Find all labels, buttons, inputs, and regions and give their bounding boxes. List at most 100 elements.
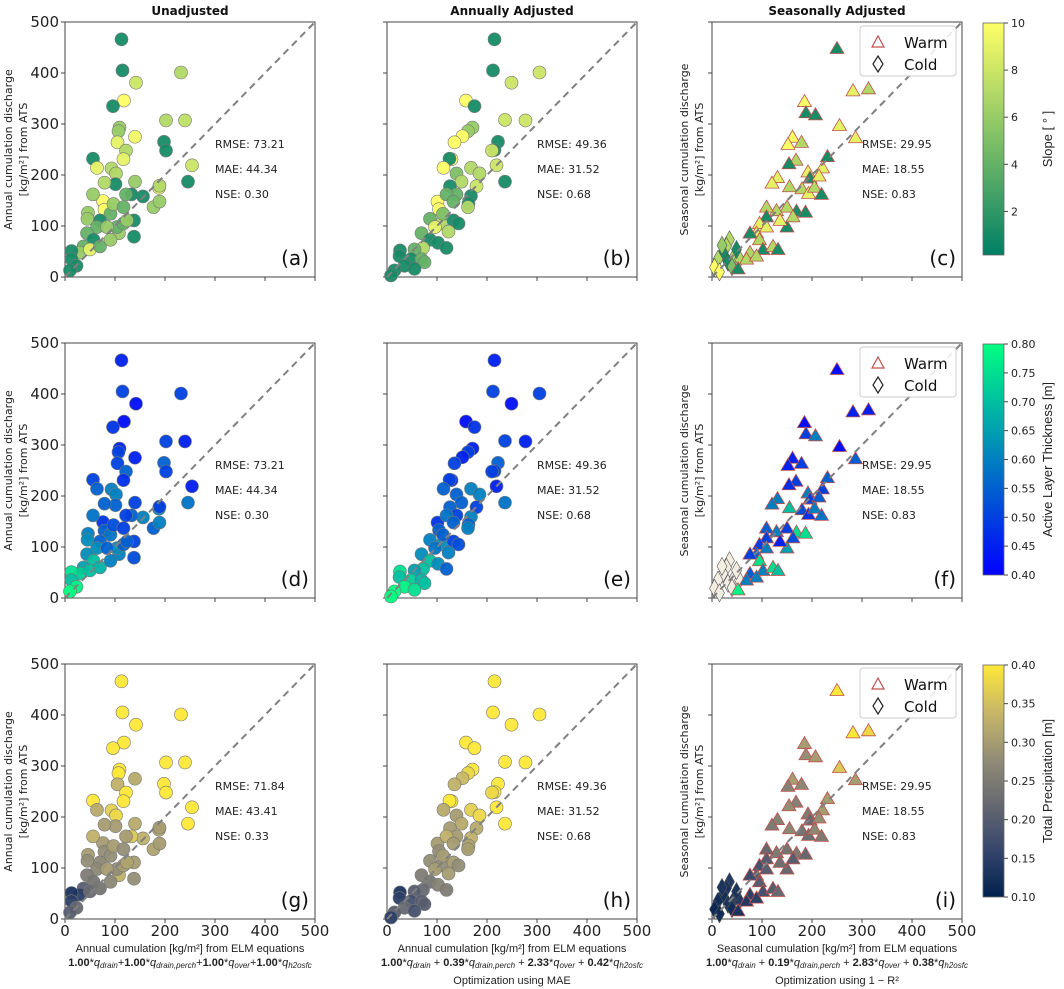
formula-variable: q — [938, 957, 945, 969]
data-point — [446, 836, 461, 851]
y-tick-label: 0 — [49, 910, 59, 928]
warm-data-point — [806, 821, 823, 835]
colorbar-tick-label: 0.30 — [1011, 736, 1036, 749]
colorbar-tick-label: 0.25 — [1011, 775, 1036, 788]
data-point — [159, 755, 173, 770]
data-point — [129, 75, 143, 90]
warm-data-point — [806, 179, 823, 193]
formula-plus: + — [756, 957, 769, 969]
data-point — [152, 194, 167, 209]
warm-data-point — [831, 438, 848, 452]
x-tick-label: 200 — [151, 922, 180, 940]
warm-data-point — [781, 155, 797, 170]
formula-plus: + — [196, 957, 202, 969]
x-tick-label: 200 — [798, 922, 827, 940]
data-point — [532, 386, 547, 401]
data-point — [487, 353, 502, 368]
colorbar-1: 2 4 6 8 10 Slope [ ° ] — [982, 17, 1055, 256]
data-point — [461, 200, 475, 214]
nse-label: NSE: 0.83 — [862, 830, 916, 843]
data-point — [119, 187, 133, 202]
legend-cold-label: Cold — [904, 698, 937, 716]
weight-formula: 1.00*qdrain+1.00*qdrain,perch+1.00*qover… — [68, 957, 312, 970]
formula-variable: q — [794, 957, 801, 969]
warm-data-point — [748, 890, 765, 904]
warm-data-point — [781, 820, 798, 835]
data-point — [117, 93, 131, 108]
x-tick-label: 0 — [60, 922, 70, 940]
colorbar-tick-label: 0.45 — [1011, 540, 1036, 553]
panel-f: RMSE: 29.95 MAE: 18.55 NSE: 0.83 (f) Warm Col… — [678, 342, 963, 603]
rmse-label: RMSE: 49.36 — [537, 459, 607, 472]
data-point — [159, 434, 173, 449]
cold-data-point — [731, 239, 742, 260]
warm-data-point — [780, 778, 796, 792]
formula-times: * — [278, 957, 283, 969]
data-point — [116, 842, 131, 856]
panel-g: 00 100 100 200 200 300 300 400 400 500 500 RMSE: 71… — [2, 655, 329, 940]
formula-times: * — [727, 957, 732, 969]
data-point — [128, 771, 142, 786]
mae-label: MAE: 31.52 — [537, 805, 600, 818]
data-point — [110, 777, 125, 792]
warm-data-point — [730, 261, 746, 275]
y-axis-label: Annual cumulation discharge — [2, 711, 15, 872]
data-point — [178, 113, 192, 128]
y-tick-label: 0 — [49, 268, 59, 286]
x-axis-label: Annual cumulation [kg/m²] from ELM equat… — [398, 943, 627, 955]
nse-label: NSE: 0.68 — [537, 188, 591, 201]
warm-triangle-icon — [870, 355, 886, 369]
data-point — [498, 816, 512, 831]
warm-data-point — [831, 759, 848, 773]
data-point — [86, 187, 100, 202]
formula-coefficient: 1.00 — [203, 957, 224, 969]
panel-letter: (e) — [603, 567, 631, 591]
data-point — [504, 717, 519, 732]
data-point — [181, 174, 195, 189]
mae-label: MAE: 31.52 — [537, 484, 600, 497]
data-point — [159, 143, 173, 158]
legend-warm-label: Warm — [904, 676, 948, 694]
data-point — [97, 496, 112, 511]
data-point — [467, 741, 482, 755]
data-point — [119, 508, 133, 523]
warm-data-point — [798, 104, 814, 119]
warm-data-point — [764, 175, 780, 189]
y-tick-label: 500 — [30, 334, 59, 352]
formula-plus: + — [118, 957, 124, 969]
warm-data-point — [797, 204, 814, 218]
column-title: Seasonally Adjusted — [768, 4, 905, 18]
data-point — [518, 755, 533, 770]
data-point — [63, 905, 77, 920]
column-title: Annually Adjusted — [450, 4, 573, 18]
x-tick-label: 500 — [623, 922, 652, 940]
x-tick-label: 100 — [423, 922, 452, 940]
y-tick-label: 400 — [30, 385, 59, 403]
data-point — [103, 553, 118, 568]
warm-data-point — [797, 525, 814, 539]
data-point — [106, 420, 120, 434]
formula-variable: q — [94, 957, 101, 969]
panel-letter: (f) — [933, 567, 956, 591]
warm-data-point — [796, 414, 813, 428]
legend-box — [859, 25, 957, 77]
y-axis-label: [kg/m²] from ATS — [17, 103, 30, 197]
y-axis-label: [kg/m²] from ATS — [693, 424, 706, 518]
panel-letter: (c) — [929, 246, 956, 270]
data-point — [417, 897, 432, 912]
data-point — [103, 232, 118, 247]
x-tick-label: 300 — [201, 922, 230, 940]
colorbar-3: 0.10 0.15 0.20 0.25 0.30 0.35 0.40 Total Precip… — [982, 659, 1055, 904]
warm-data-point — [796, 735, 813, 749]
legend-box — [859, 346, 957, 398]
data-point — [159, 113, 173, 128]
data-point — [115, 705, 130, 720]
x-tick-label: 200 — [473, 922, 502, 940]
data-point — [504, 75, 519, 90]
data-point — [498, 174, 512, 189]
warm-data-point — [845, 83, 861, 97]
colorbar-label: Slope [ ° ] — [1040, 111, 1055, 168]
data-point — [436, 803, 451, 817]
rmse-label: RMSE: 29.95 — [862, 459, 932, 472]
data-point — [436, 161, 451, 175]
